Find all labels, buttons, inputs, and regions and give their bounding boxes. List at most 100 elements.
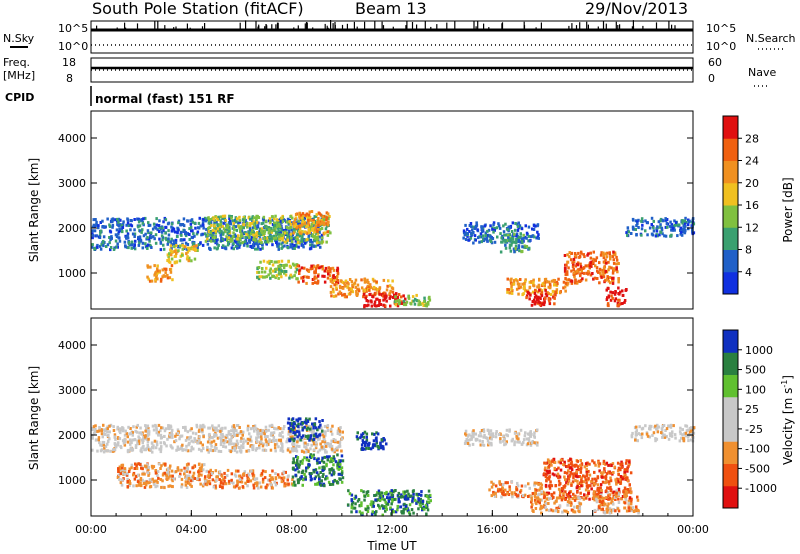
power-echo-cell [466,227,469,231]
velocity-echo-cell [107,439,110,443]
power-echo-cell [666,225,669,229]
power-echo-cell [539,292,543,296]
power-echo-cell [421,301,424,305]
velocity-echo-cell [140,447,143,451]
power-echo-cell [133,235,136,238]
power-echo-cell [170,237,173,241]
velocity-echo-cell [327,480,331,484]
velocity-echo-cell [593,482,596,486]
power-echo-cell [254,238,257,242]
power-echo-cell [180,233,183,237]
velocity-echo-cell [315,442,318,446]
velocity-echo-cell [563,475,566,479]
power-echo-cell [516,279,519,283]
velocity-echo-cell [332,438,336,441]
velocity-echo-cell [544,466,547,470]
velocity-echo-cell [277,426,280,430]
velocity-echo-cell [567,469,570,473]
velocity-echo-cell [219,440,223,444]
power-echo-cell [587,252,590,256]
velocity-echo-cell [625,467,629,471]
velocity-echo-cell [295,444,299,448]
power-echo-cell [679,232,682,236]
power-echo-cell [526,291,530,294]
power-echo-cell [280,275,283,279]
power-echo-cell [141,221,145,225]
power-echo-cell [618,298,621,302]
power-echo-cell [367,299,370,303]
velocity-echo-cell [312,453,315,457]
velocity-echo-cell [626,469,629,473]
velocity-echo-cell [330,473,334,477]
nave-top-label: 60 [708,56,722,69]
power-echo-cell [130,243,134,247]
power-echo-region [393,293,432,308]
power-echo-cell [636,220,639,224]
velocity-echo-cell [371,432,374,436]
velocity-echo-cell [204,475,207,479]
power-echo-cell [598,261,601,265]
power-echo-cell [251,221,254,225]
power-echo-cell [254,247,257,251]
power-echo-cell [115,235,119,238]
velocity-echo-cell [133,477,137,481]
power-echo-cell [316,243,320,247]
velocity-echo-cell [291,447,294,451]
velocity-echo-cell [268,438,271,442]
velocity-echo-cell [336,440,340,444]
velocity-echo-cell [125,432,129,436]
power-echo-cell [289,273,293,277]
power-echo-cell [211,239,215,243]
power-echo-cell [164,218,168,222]
velocity-echo-cell [276,473,280,477]
power-echo-cell [330,294,333,298]
power-echo-cell [270,260,273,263]
velocity-echo-cell [164,462,167,466]
velocity-echo-cell [262,442,265,446]
power-echo-cell [567,278,571,282]
velocity-echo-cell [202,482,206,486]
velocity-echo-cell [210,444,213,448]
velocity-echo-cell [102,443,106,447]
power-echo-cell [246,222,249,225]
power-echo-cell [235,228,239,232]
power-echo-cell [428,295,431,299]
velocity-echo-cell [389,506,392,510]
velocity-echo-cell [585,474,589,478]
power-echo-cell [219,233,222,237]
power-echo-cell [331,266,335,270]
power-echo-cell [548,299,551,303]
velocity-echo-cell [123,471,127,475]
power-echo-cell [203,216,207,220]
power-echo-cell [244,218,247,222]
power-echo-cell [161,275,164,279]
velocity-echo-cell [504,488,507,492]
velocity-echo-cell [290,437,293,441]
power-echo-cell [307,227,310,231]
velocity-echo-cell [135,430,139,434]
power-echo-cell [214,231,218,235]
power-echo-cell [195,244,198,248]
velocity-echo-cell [531,492,535,495]
velocity-echo-cell [253,424,257,428]
power-echo-cell [527,234,531,238]
power-echo-cell [153,264,156,268]
power-echo-cell [271,215,274,219]
power-echo-cell [247,235,251,239]
power-echo-cell [272,236,275,240]
power-echo-cell [243,231,246,235]
power-echo-cell [159,241,163,245]
velocity-echo-cell [224,426,227,430]
velocity-echo-cell [305,456,309,460]
power-echo-cell [577,269,580,273]
power-echo-cell [250,238,254,242]
velocity-echo-cell [301,469,305,473]
power-echo-cell [275,241,278,244]
velocity-echo-cell [135,474,138,478]
velocity-echo-cell [588,473,592,477]
velocity-echo-cell [192,440,195,444]
velocity-echo-cell [494,484,498,488]
velocity-echo-cell [155,426,158,430]
velocity-echo-cell [543,472,546,476]
power-echo-cell [301,220,305,223]
